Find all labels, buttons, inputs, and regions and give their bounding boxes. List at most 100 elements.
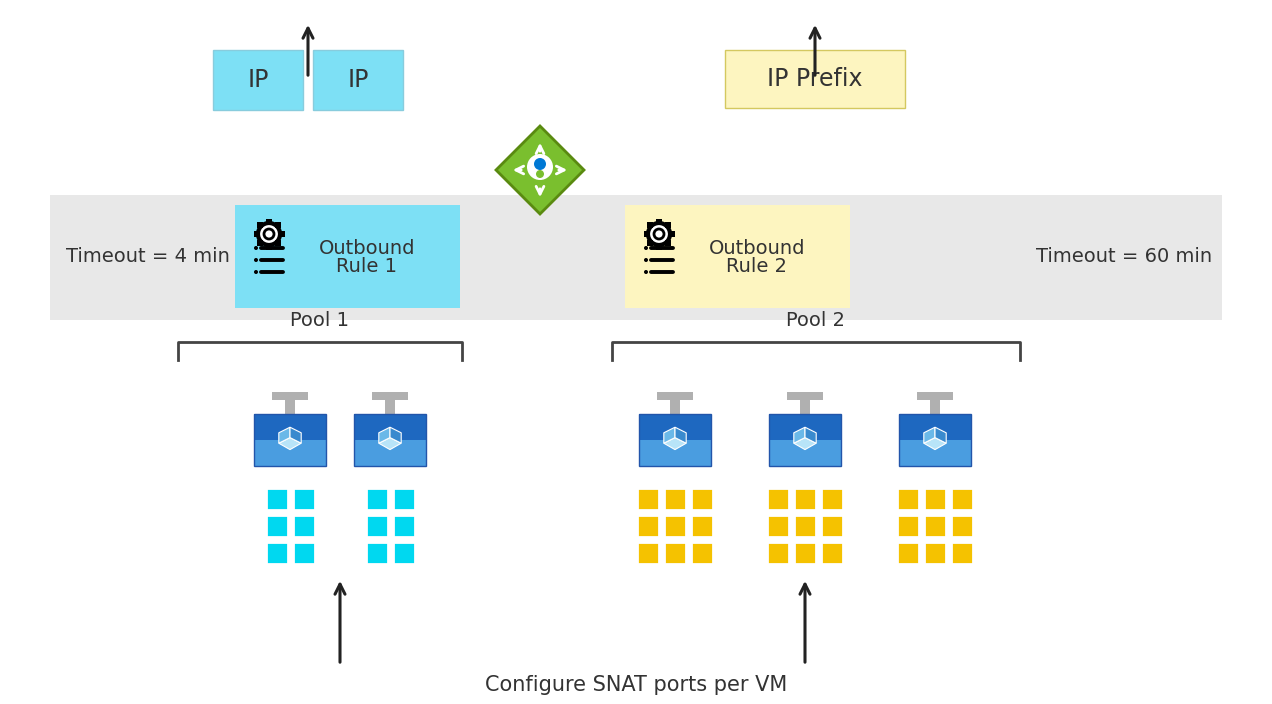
Bar — [254, 414, 326, 466]
Bar — [770, 414, 841, 440]
Polygon shape — [379, 438, 401, 450]
Bar — [371, 392, 408, 400]
Circle shape — [647, 223, 670, 245]
Circle shape — [536, 170, 544, 178]
Bar — [639, 414, 711, 466]
Bar — [647, 222, 653, 228]
Bar — [393, 488, 415, 510]
Bar — [670, 400, 681, 414]
Circle shape — [644, 270, 647, 274]
Bar — [275, 240, 281, 246]
Bar — [50, 195, 1222, 320]
Polygon shape — [794, 427, 805, 444]
Polygon shape — [664, 438, 686, 450]
Text: Pool 1: Pool 1 — [290, 310, 350, 329]
Bar — [275, 222, 281, 228]
Bar — [354, 440, 426, 466]
Bar — [800, 400, 810, 414]
Text: Timeout = 4 min: Timeout = 4 min — [66, 246, 230, 265]
Bar — [794, 515, 817, 537]
Bar — [899, 414, 971, 440]
Bar — [770, 440, 841, 466]
Polygon shape — [664, 427, 675, 444]
Bar — [293, 515, 315, 537]
Circle shape — [254, 270, 258, 274]
Bar — [820, 542, 843, 564]
Bar — [767, 515, 789, 537]
Bar — [393, 515, 415, 537]
Bar — [253, 231, 259, 237]
Text: IP: IP — [347, 68, 369, 92]
Text: Configure SNAT ports per VM: Configure SNAT ports per VM — [485, 675, 787, 695]
Bar — [691, 542, 714, 564]
Bar — [899, 414, 971, 466]
FancyBboxPatch shape — [212, 50, 303, 110]
Polygon shape — [496, 126, 584, 214]
Bar — [664, 542, 686, 564]
Bar — [665, 240, 670, 246]
Bar — [257, 222, 263, 228]
Bar — [639, 440, 711, 466]
Bar — [279, 231, 285, 237]
Circle shape — [258, 223, 280, 245]
Polygon shape — [935, 427, 946, 444]
Bar — [794, 488, 817, 510]
Bar — [639, 414, 711, 440]
Polygon shape — [923, 438, 946, 450]
Text: Outbound: Outbound — [319, 239, 415, 258]
Bar — [385, 400, 396, 414]
Bar — [951, 488, 973, 510]
Polygon shape — [794, 438, 817, 450]
Polygon shape — [279, 427, 290, 444]
Bar — [637, 515, 659, 537]
Bar — [257, 240, 263, 246]
Bar — [820, 488, 843, 510]
Polygon shape — [279, 438, 301, 450]
Bar — [647, 240, 653, 246]
Text: IP Prefix: IP Prefix — [767, 67, 862, 91]
Bar — [923, 542, 946, 564]
Bar — [366, 515, 388, 537]
Bar — [897, 542, 918, 564]
Bar — [637, 488, 659, 510]
Bar — [951, 542, 973, 564]
Bar — [656, 218, 661, 225]
Text: Outbound: Outbound — [709, 239, 805, 258]
Bar — [664, 488, 686, 510]
Bar — [393, 542, 415, 564]
Bar — [770, 414, 841, 466]
Bar — [951, 515, 973, 537]
Bar — [767, 488, 789, 510]
Bar — [794, 542, 817, 564]
Bar — [787, 392, 823, 400]
Bar — [235, 205, 460, 308]
Bar — [354, 414, 426, 466]
Bar — [266, 244, 272, 249]
Text: IP: IP — [247, 68, 268, 92]
FancyBboxPatch shape — [313, 50, 403, 110]
Bar — [625, 205, 850, 308]
Circle shape — [254, 246, 258, 250]
Bar — [266, 488, 287, 510]
Bar — [917, 392, 953, 400]
Bar — [658, 392, 693, 400]
Circle shape — [254, 258, 258, 262]
Bar — [897, 488, 918, 510]
Circle shape — [644, 258, 647, 262]
Bar — [897, 515, 918, 537]
Circle shape — [644, 246, 647, 250]
Polygon shape — [805, 427, 817, 444]
Bar — [254, 440, 326, 466]
Bar — [266, 218, 272, 225]
Text: Rule 1: Rule 1 — [337, 256, 397, 275]
Polygon shape — [675, 427, 686, 444]
Bar — [923, 488, 946, 510]
Bar — [366, 488, 388, 510]
Circle shape — [534, 158, 546, 170]
Bar — [656, 244, 661, 249]
Bar — [669, 231, 674, 237]
Bar — [293, 542, 315, 564]
Bar — [266, 515, 287, 537]
Bar — [266, 542, 287, 564]
Bar — [272, 392, 308, 400]
